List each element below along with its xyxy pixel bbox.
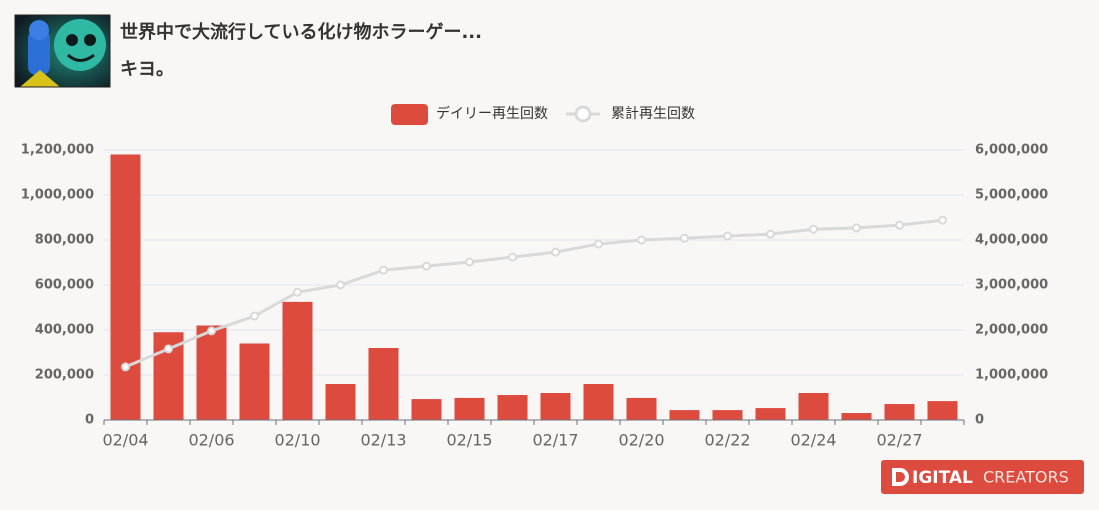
x-tick-label: 02/10 bbox=[274, 431, 320, 450]
bar bbox=[196, 325, 227, 420]
thumbnail[interactable] bbox=[14, 14, 111, 88]
line-point bbox=[680, 233, 689, 243]
x-tick-label: 02/13 bbox=[360, 431, 406, 450]
bar bbox=[325, 384, 356, 420]
x-tick-label: 02/17 bbox=[532, 431, 578, 450]
bar bbox=[798, 393, 829, 420]
y-tick-label: 1,200,000 bbox=[21, 143, 94, 158]
bar bbox=[239, 343, 270, 420]
bar bbox=[368, 348, 399, 420]
y-tick-label: 400,000 bbox=[35, 323, 94, 338]
line-point bbox=[293, 287, 302, 297]
line-point bbox=[164, 344, 173, 354]
line-point bbox=[250, 311, 259, 321]
bar bbox=[497, 395, 528, 420]
y2-tick-label: 3,000,000 bbox=[975, 278, 1048, 293]
video-title[interactable]: 世界中で大流行している化け物ホラーゲー... bbox=[120, 21, 482, 43]
bar bbox=[884, 404, 915, 420]
bar bbox=[712, 410, 743, 420]
bar bbox=[110, 154, 141, 420]
line-point bbox=[465, 257, 474, 267]
legend-label: 累計再生回数 bbox=[611, 106, 695, 122]
legend-swatch bbox=[391, 104, 428, 125]
line-point bbox=[422, 261, 431, 271]
line-point bbox=[766, 229, 775, 239]
line-point bbox=[938, 215, 947, 225]
x-tick-label: 02/22 bbox=[704, 431, 750, 450]
bar bbox=[454, 397, 485, 420]
line-point bbox=[852, 223, 861, 233]
line-point bbox=[121, 362, 130, 372]
line-point bbox=[551, 247, 560, 257]
y2-tick-label: 6,000,000 bbox=[975, 143, 1048, 158]
x-tick-label: 02/20 bbox=[618, 431, 664, 450]
y-tick-label: 800,000 bbox=[35, 233, 94, 248]
x-tick-label: 02/15 bbox=[446, 431, 492, 450]
bar bbox=[927, 401, 958, 420]
y-tick-label: 0 bbox=[85, 413, 94, 428]
y-tick-label: 1,000,000 bbox=[21, 188, 94, 203]
y-tick-label: 200,000 bbox=[35, 368, 94, 383]
logo-sub: CREATORS bbox=[983, 468, 1069, 487]
legend-label: デイリー再生回数 bbox=[436, 105, 548, 122]
line-point bbox=[594, 239, 603, 249]
line-point bbox=[637, 235, 646, 245]
bar bbox=[282, 301, 313, 420]
y2-tick-label: 4,000,000 bbox=[975, 233, 1048, 248]
line-point bbox=[508, 252, 517, 262]
y2-tick-label: 0 bbox=[975, 413, 984, 428]
bar bbox=[669, 410, 700, 420]
y-tick-label: 600,000 bbox=[35, 278, 94, 293]
x-tick-label: 02/27 bbox=[876, 431, 922, 450]
bar bbox=[841, 413, 872, 420]
x-tick-label: 02/24 bbox=[790, 431, 836, 450]
line-point bbox=[336, 280, 345, 290]
channel-name[interactable]: キヨ。 bbox=[120, 59, 174, 80]
bar bbox=[411, 399, 442, 420]
logo[interactable]: IGITAL CREATORS bbox=[881, 460, 1084, 494]
line-point bbox=[207, 326, 216, 336]
y2-tick-label: 5,000,000 bbox=[975, 188, 1048, 203]
legend-swatch-point bbox=[574, 105, 592, 123]
bar bbox=[540, 393, 571, 420]
bar bbox=[583, 384, 614, 420]
line-point bbox=[379, 265, 388, 275]
bar bbox=[755, 408, 786, 420]
bar bbox=[626, 397, 657, 420]
x-tick-label: 02/04 bbox=[102, 431, 148, 450]
y2-tick-label: 1,000,000 bbox=[975, 368, 1048, 383]
line-point bbox=[895, 220, 904, 230]
x-tick-label: 02/06 bbox=[188, 431, 234, 450]
logo-main: IGITAL bbox=[912, 468, 973, 488]
line-point bbox=[809, 224, 818, 234]
y2-tick-label: 2,000,000 bbox=[975, 323, 1048, 338]
line bbox=[124, 218, 943, 369]
line-point bbox=[723, 231, 732, 241]
